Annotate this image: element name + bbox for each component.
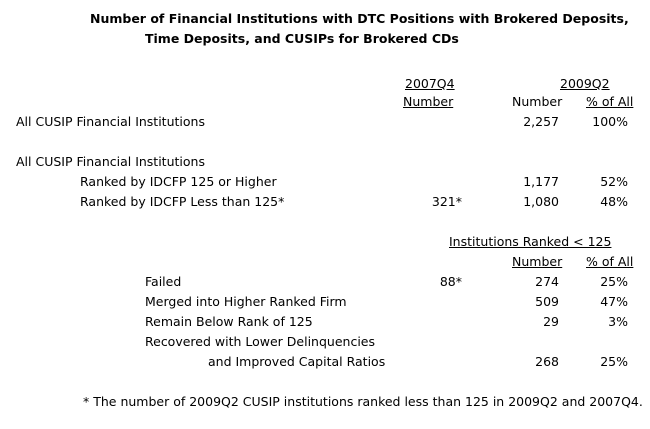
header-2007q4-period: 2007Q4 bbox=[405, 76, 455, 91]
row-recovered-label-1: Recovered with Lower Delinquencies bbox=[145, 334, 375, 349]
section-label: All CUSIP Financial Institutions bbox=[16, 154, 205, 169]
title-line-1: Number of Financial Institutions with DT… bbox=[90, 11, 629, 26]
row-merged-number: 509 bbox=[535, 294, 559, 309]
row-ranked-low-label: Ranked by IDCFP Less than 125* bbox=[80, 194, 285, 209]
row-failed-number: 274 bbox=[535, 274, 559, 289]
header-2009q2-period: 2009Q2 bbox=[560, 76, 610, 91]
row-failed-2007q4: 88* bbox=[439, 274, 462, 289]
row-all-cusip-pct: 100% bbox=[592, 114, 628, 129]
row-ranked-high-label: Ranked by IDCFP 125 or Higher bbox=[80, 174, 277, 189]
footnote: * The number of 2009Q2 CUSIP institution… bbox=[83, 394, 643, 409]
row-ranked-high-pct: 52% bbox=[600, 174, 628, 189]
row-recovered-pct: 25% bbox=[600, 354, 628, 369]
row-ranked-low-2007q4: 321* bbox=[431, 194, 462, 209]
row-failed-pct: 25% bbox=[600, 274, 628, 289]
row-ranked-low-pct: 48% bbox=[600, 194, 628, 209]
row-recovered-number: 268 bbox=[535, 354, 559, 369]
row-remain-label: Remain Below Rank of 125 bbox=[145, 314, 313, 329]
row-merged-label: Merged into Higher Ranked Firm bbox=[145, 294, 347, 309]
row-ranked-low-number: 1,080 bbox=[523, 194, 559, 209]
row-recovered-label-2: and Improved Capital Ratios bbox=[208, 354, 386, 369]
row-all-cusip-label: All CUSIP Financial Institutions bbox=[16, 114, 205, 129]
row-remain-number: 29 bbox=[543, 314, 559, 329]
header-2007q4-number: Number bbox=[403, 94, 454, 109]
row-failed-label: Failed bbox=[145, 274, 182, 289]
row-ranked-high-number: 1,177 bbox=[523, 174, 559, 189]
row-all-cusip-number: 2,257 bbox=[523, 114, 559, 129]
subheader-number: Number bbox=[512, 254, 563, 269]
row-remain-pct: 3% bbox=[608, 314, 628, 329]
subheader-title: Institutions Ranked < 125 bbox=[449, 234, 612, 249]
row-merged-pct: 47% bbox=[600, 294, 628, 309]
subheader-pct: % of All bbox=[586, 254, 634, 269]
header-2009q2-number: Number bbox=[512, 94, 563, 109]
header-2009q2-pct: % of All bbox=[586, 94, 634, 109]
title-line-2: Time Deposits, and CUSIPs for Brokered C… bbox=[145, 31, 459, 46]
